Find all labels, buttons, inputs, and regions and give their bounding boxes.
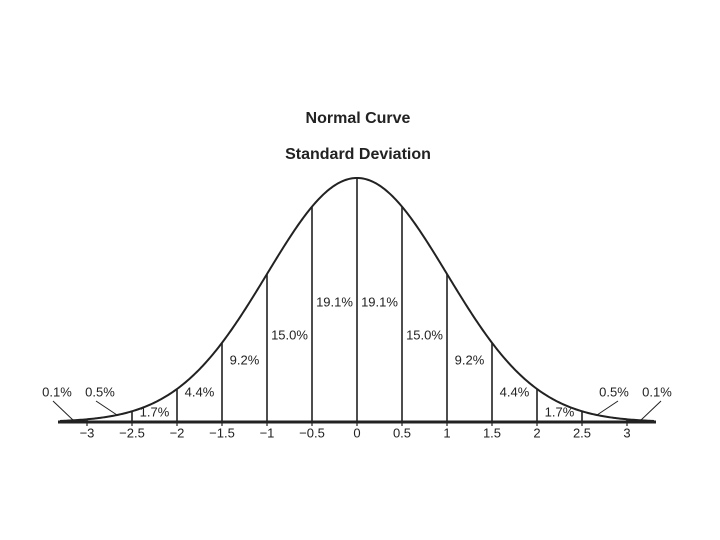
band bbox=[267, 206, 312, 422]
value-label: 1.7% bbox=[140, 404, 170, 419]
value-label: 0.5% bbox=[85, 384, 115, 399]
value-label: 0.5% bbox=[599, 384, 629, 399]
band bbox=[402, 206, 447, 422]
band bbox=[492, 342, 537, 422]
x-tick-label: 1.5 bbox=[483, 425, 501, 440]
x-tick-label: 2 bbox=[533, 425, 540, 440]
x-tick-label: 0 bbox=[353, 425, 360, 440]
x-tick-label: −1 bbox=[260, 425, 275, 440]
band bbox=[312, 178, 357, 422]
band bbox=[177, 342, 222, 422]
leader-line bbox=[52, 400, 75, 422]
band bbox=[357, 178, 402, 422]
value-label: 19.1% bbox=[316, 294, 353, 309]
value-label: 1.7% bbox=[545, 404, 575, 419]
band bbox=[447, 274, 492, 422]
value-label: 0.1% bbox=[42, 384, 72, 399]
x-tick-label: −2.5 bbox=[119, 425, 145, 440]
value-label: 15.0% bbox=[406, 327, 443, 342]
chart-title: Normal Curve bbox=[306, 110, 411, 127]
x-tick-label: −1.5 bbox=[209, 425, 235, 440]
x-tick-label: −2 bbox=[170, 425, 185, 440]
value-label: 9.2% bbox=[230, 352, 260, 367]
value-label: 15.0% bbox=[271, 327, 308, 342]
x-tick-label: −0.5 bbox=[299, 425, 325, 440]
value-label: 19.1% bbox=[361, 294, 398, 309]
x-tick-label: 3 bbox=[623, 425, 630, 440]
value-label: 4.4% bbox=[500, 384, 530, 399]
x-tick-label: 0.5 bbox=[393, 425, 411, 440]
value-label: 0.1% bbox=[642, 384, 672, 399]
leader-line bbox=[596, 400, 619, 416]
x-tick-label: 2.5 bbox=[573, 425, 591, 440]
x-tick-label: 1 bbox=[443, 425, 450, 440]
chart-subtitle: Standard Deviation bbox=[285, 146, 431, 163]
value-label: 9.2% bbox=[455, 352, 485, 367]
value-label: 4.4% bbox=[185, 384, 215, 399]
leader-line bbox=[639, 400, 662, 422]
band bbox=[222, 274, 267, 422]
x-tick-label: −3 bbox=[80, 425, 95, 440]
leader-line bbox=[95, 400, 118, 416]
